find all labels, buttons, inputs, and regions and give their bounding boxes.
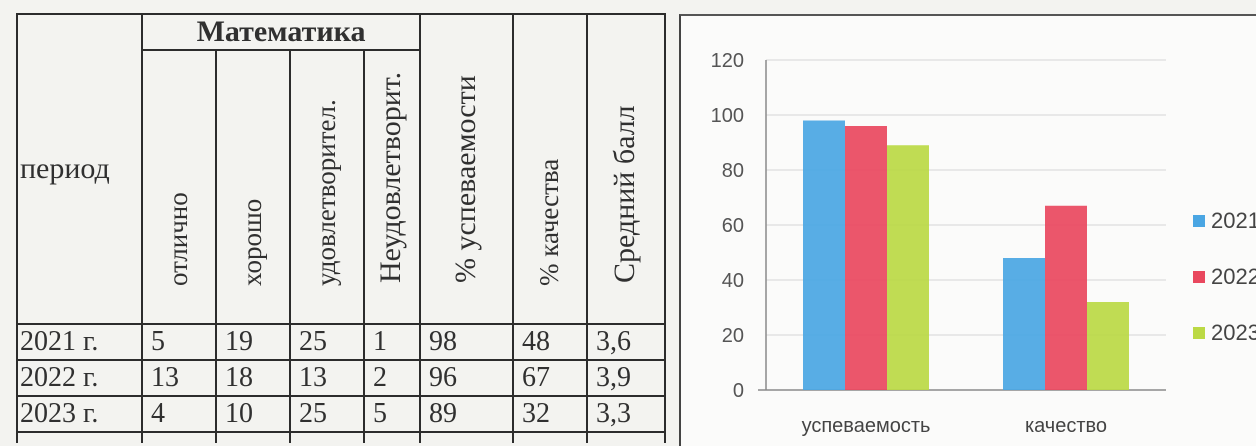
col-header-excellent-label: отлично [163, 192, 193, 286]
col-header-quality-label: % качества [534, 158, 565, 286]
legend-label-2022: 2022 [1211, 264, 1256, 289]
table-cell: 1 [362, 323, 422, 361]
table-cell: 98 [419, 323, 515, 361]
table-cell: 19 [215, 323, 291, 361]
table-cell: 3,9 [586, 359, 667, 397]
table-cell: 25 [289, 323, 365, 361]
legend-label-2023: 2023 [1211, 320, 1256, 345]
legend-swatch-2021 [1193, 215, 1205, 227]
grades-table-container: период Математика % успеваемости % качес… [16, 13, 667, 443]
table-cell: 4 [141, 395, 217, 433]
legend-swatch-2023 [1193, 327, 1205, 339]
legend-swatch-2022 [1193, 271, 1205, 283]
table-row-empty [16, 431, 667, 443]
row-period: 2021 г. [16, 323, 143, 361]
y-tick-label: 120 [711, 50, 744, 72]
y-tick-label: 20 [722, 325, 744, 347]
table-cell: 13 [289, 359, 365, 397]
y-tick-label: 80 [722, 160, 744, 182]
col-header-average: Средний балл [586, 13, 667, 325]
table-cell: 67 [512, 359, 589, 397]
row-period: 2022 г. [16, 359, 143, 397]
table-cell: 5 [141, 323, 217, 361]
table-row: 2021 г. 5 19 25 1 98 48 3,6 [16, 323, 667, 361]
period-header: период [16, 13, 143, 325]
table-cell: 25 [289, 395, 365, 433]
col-header-good: хорошо [215, 49, 291, 325]
grades-table: период Математика % успеваемости % качес… [16, 13, 667, 443]
row-period: 2023 г. [16, 395, 143, 433]
table-cell: 18 [215, 359, 291, 397]
col-header-average-label: Средний балл [608, 105, 642, 283]
bar-2022-0 [845, 126, 887, 390]
table-cell: 2 [362, 359, 422, 397]
table-cell: 89 [419, 395, 515, 433]
col-header-satisfactory: удовлетворител. [289, 49, 365, 325]
table-cell: 3,6 [586, 323, 667, 361]
col-header-unsatisfactory: Неудовлетворит. [362, 49, 422, 325]
table-cell: 13 [141, 359, 217, 397]
bar-2021-1 [1003, 258, 1045, 390]
x-category-label: успеваемость [802, 415, 931, 437]
bar-chart: 0 20 40 60 80 100 120 успеваемость качество 2021 2… [711, 50, 1256, 437]
chart-container: 0 20 40 60 80 100 120 успеваемость качество 2021 2… [679, 14, 1256, 446]
col-header-quality: % качества [512, 13, 589, 325]
bar-2022-1 [1045, 205, 1087, 390]
col-header-excellent: отлично [141, 49, 217, 325]
table-cell: 3,3 [586, 395, 667, 433]
x-category-label: качество [1025, 415, 1107, 437]
col-header-good-label: хорошо [237, 198, 267, 286]
bar-2023-1 [1087, 302, 1129, 390]
table-cell: 96 [419, 359, 515, 397]
table-row: 2022 г. 13 18 13 2 96 67 3,9 [16, 359, 667, 397]
col-header-satisfactory-label: удовлетворител. [311, 99, 341, 286]
y-tick-label: 40 [722, 270, 744, 292]
col-header-unsatisfactory-label: Неудовлетворит. [374, 71, 408, 283]
table-cell: 10 [215, 395, 291, 433]
table-cell: 48 [512, 323, 589, 361]
col-header-success-label: % успеваемости [448, 75, 482, 283]
table-cell: 32 [512, 395, 589, 433]
subject-header: Математика [140, 13, 422, 51]
table-cell: 5 [362, 395, 422, 433]
legend-label-2021: 2021 [1211, 208, 1256, 233]
y-tick-label: 100 [711, 105, 744, 127]
col-header-success: % успеваемости [419, 13, 515, 325]
y-tick-label: 60 [722, 215, 744, 237]
bar-2021-0 [803, 120, 845, 390]
bar-2023-0 [887, 145, 929, 390]
y-tick-label: 0 [733, 380, 744, 402]
table-row: 2023 г. 4 10 25 5 89 32 3,3 [16, 395, 667, 433]
